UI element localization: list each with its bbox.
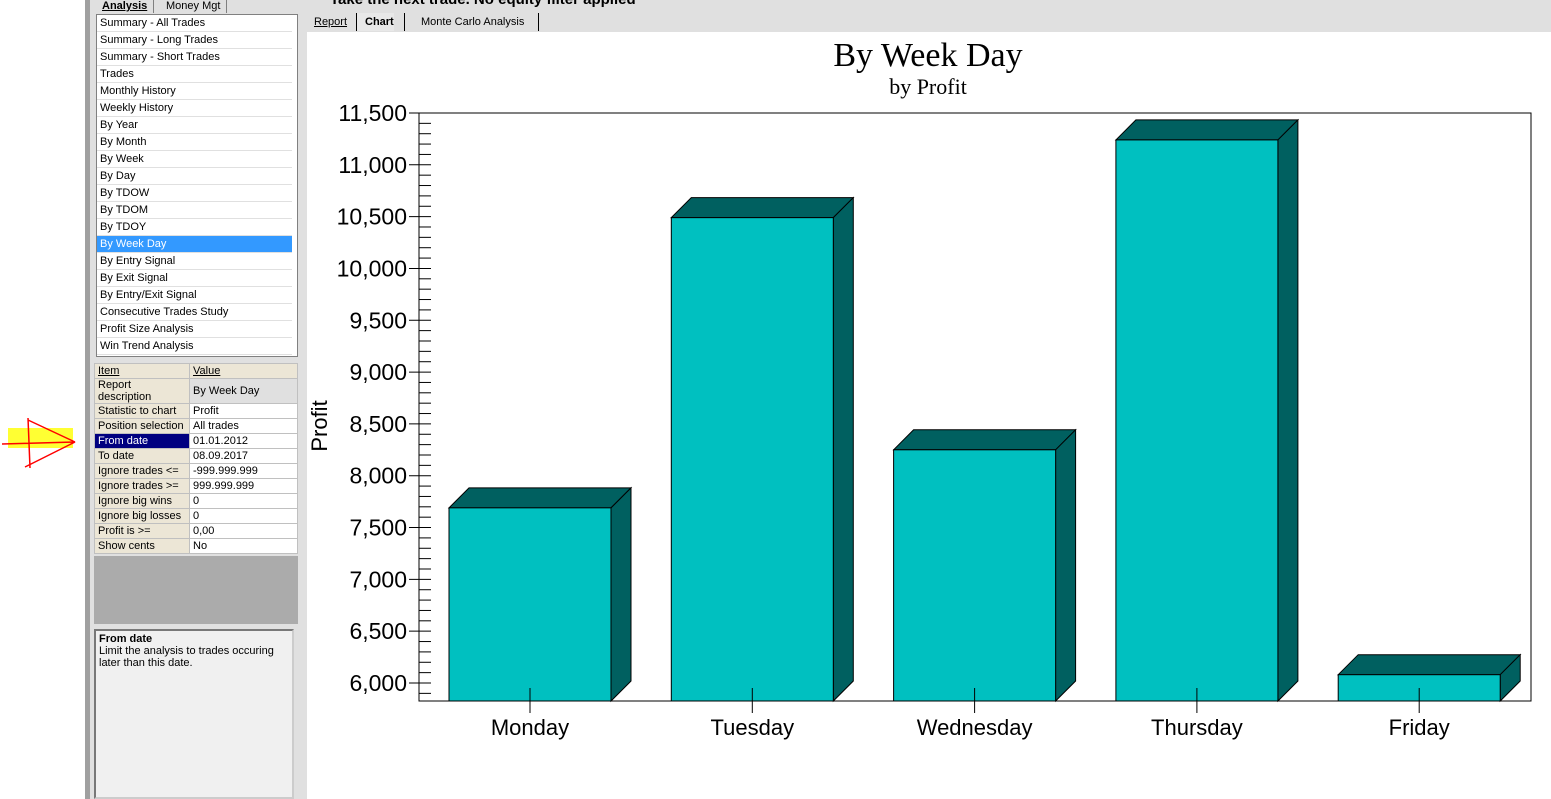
report-list-item[interactable]: By Entry Signal [97,253,292,270]
chart-subtitle: by Profit [889,74,967,99]
y-tick-label: 11,500 [338,100,407,126]
report-list-item[interactable]: Summary - All Trades [97,15,292,32]
x-tick-label: Wednesday [917,715,1033,740]
bar-top [892,429,1077,451]
bar-monday [448,507,612,702]
report-list-item[interactable]: By Year [97,117,292,134]
properties-grid[interactable]: Item Value Report description By Week Day St… [94,363,298,554]
y-axis-label: Profit [307,400,332,451]
tab-monte-carlo[interactable]: Monte Carlo Analysis [404,13,539,31]
report-list-item[interactable]: Trades [97,66,292,83]
property-name[interactable]: Ignore big wins [94,493,190,509]
property-row[interactable]: Report description By Week Day [94,378,298,404]
property-value[interactable]: 08.09.2017 [189,448,298,464]
property-name[interactable]: From date [94,433,190,449]
report-list-item[interactable]: Win Trend Analysis [97,338,292,355]
help-box: From date Limit the analysis to trades oc… [94,629,294,799]
bar-top [1114,119,1300,141]
property-row[interactable]: Ignore big losses 0 [94,508,298,524]
tab-analysis[interactable]: Analysis [96,0,155,13]
y-tick-label: 8,000 [349,463,407,489]
empty-area [94,556,298,624]
y-tick-label: 9,500 [349,307,407,333]
bar-side [832,196,854,703]
bar-friday [1337,674,1501,702]
property-name[interactable]: Ignore trades >= [94,478,190,494]
x-tick-label: Friday [1389,715,1450,740]
header-item[interactable]: Item [94,363,190,379]
report-list-item[interactable]: By Entry/Exit Signal [97,287,292,304]
bar-thursday [1115,139,1279,702]
property-value[interactable]: 999.999.999 [189,478,298,494]
property-name[interactable]: Statistic to chart [94,403,190,419]
report-list-item[interactable]: Summary - Short Trades [97,49,292,66]
tab-chart[interactable]: Chart [356,13,394,31]
property-value[interactable]: No [189,538,298,554]
x-tick-label: Tuesday [711,715,795,740]
report-list[interactable]: Summary - All Trades Summary - Long Trade… [96,14,298,357]
chart-border [303,32,307,799]
tab-report[interactable]: Report [314,16,348,28]
property-row[interactable]: Ignore big wins 0 [94,493,298,509]
property-row[interactable]: Show cents No [94,538,298,554]
header-value[interactable]: Value [189,363,298,379]
property-value[interactable]: 0,00 [189,523,298,539]
property-value[interactable]: 0 [189,508,298,524]
y-tick-label: 7,500 [349,515,407,541]
report-list-item[interactable]: Summary - Long Trades [97,32,292,49]
x-tick-label: Thursday [1151,715,1243,740]
bar-top [1336,654,1522,676]
y-tick-label: 10,500 [337,204,407,230]
x-tick-label: Monday [491,715,569,740]
report-list-item[interactable]: By Day [97,168,292,185]
chart-title: By Week Day [833,37,1022,74]
tab-money-mgt[interactable]: Money Mgt [160,0,228,13]
bar-top [670,197,855,219]
report-list-item[interactable]: By Week Day [97,236,292,253]
report-list-item[interactable]: By Week [97,151,292,168]
bar-tuesday [670,217,834,702]
report-list-item[interactable]: Weekly History [97,100,292,117]
bar-side [1277,118,1299,703]
property-row[interactable]: Ignore trades >= 999.999.999 [94,478,298,494]
report-list-item[interactable]: By Exit Signal [97,270,292,287]
bar-wednesday [893,449,1057,702]
report-list-item[interactable]: By TDOY [97,219,292,236]
property-name[interactable]: Report description [94,378,190,404]
help-title: From date [99,633,153,645]
y-tick-label: 11,000 [338,152,407,178]
property-row[interactable]: To date 08.09.2017 [94,448,298,464]
property-name[interactable]: To date [94,448,190,464]
bar-side [610,486,632,703]
main-header [303,0,1551,32]
help-text: Limit the analysis to trades occuring la… [99,645,274,669]
property-row[interactable]: Position selection All trades [94,418,298,434]
y-tick-label: 6,500 [349,618,407,644]
property-name[interactable]: Ignore big losses [94,508,190,524]
properties-header: Item Value [94,363,298,379]
y-tick-label: 6,000 [349,670,407,696]
property-row[interactable]: Profit is >= 0,00 [94,523,298,539]
bar-top [447,487,633,509]
report-list-item[interactable]: By Month [97,134,292,151]
property-value[interactable]: All trades [189,418,298,434]
bar-side [1055,428,1077,703]
report-list-item[interactable]: Consecutive Trades Study [97,304,292,321]
y-tick-label: 10,000 [337,255,407,281]
report-list-item[interactable]: By TDOW [97,185,292,202]
y-tick-label: 8,500 [349,411,407,437]
y-tick-label: 7,000 [349,566,407,592]
status-text: Take the next trade. No equity filter ap… [330,0,636,8]
splitter[interactable] [85,0,90,799]
report-list-item[interactable]: Profit Size Analysis [97,321,292,338]
report-list-item[interactable]: By TDOM [97,202,292,219]
property-value[interactable]: By Week Day [189,378,298,404]
report-list-item[interactable]: Monthly History [97,83,292,100]
property-row[interactable]: Statistic to chart Profit [94,403,298,419]
y-tick-label: 9,000 [349,359,407,385]
property-name[interactable]: Show cents [94,538,190,554]
annotation-arrow [1,417,76,469]
